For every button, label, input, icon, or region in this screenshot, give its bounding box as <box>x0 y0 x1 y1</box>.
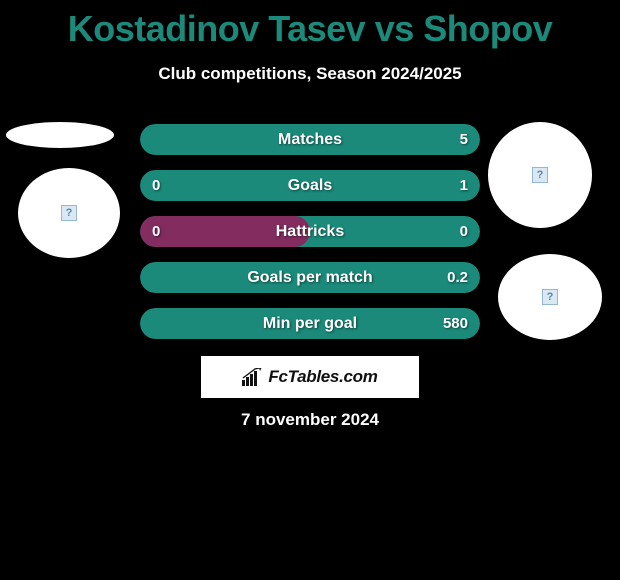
bar-right-value: 1 <box>460 177 468 194</box>
page-title: Kostadinov Tasev vs Shopov <box>0 0 620 50</box>
stat-bars: Matches 5 0 Goals 1 0 Hattricks 0 Goals per matc… <box>140 124 480 339</box>
bar-label: Hattricks <box>276 223 344 241</box>
stat-bar: 0 Hattricks 0 <box>140 216 480 247</box>
bar-right-value: 0.2 <box>447 269 468 286</box>
bar-right-value: 0 <box>460 223 468 240</box>
comparison-content: ? ? ? Matches 5 0 Goals 1 0 Hattricks 0 Goals pe… <box>0 114 620 454</box>
image-placeholder-icon: ? <box>61 205 77 221</box>
bar-left-value: 0 <box>152 177 160 194</box>
bar-label: Goals <box>288 177 332 195</box>
bar-label: Goals per match <box>247 269 372 287</box>
date-text: 7 november 2024 <box>0 410 620 430</box>
right-player-avatar-1: ? <box>488 122 592 228</box>
right-player-avatar-2: ? <box>498 254 602 340</box>
stat-bar: Matches 5 <box>140 124 480 155</box>
stat-bar: Min per goal 580 <box>140 308 480 339</box>
bar-label: Matches <box>278 131 342 149</box>
image-placeholder-icon: ? <box>532 167 548 183</box>
image-placeholder-icon: ? <box>542 289 558 305</box>
branding-box: FcTables.com <box>201 356 419 398</box>
brand-text: FcTables.com <box>268 367 377 387</box>
stat-bar: Goals per match 0.2 <box>140 262 480 293</box>
bar-label: Min per goal <box>263 315 357 333</box>
brand-chart-icon <box>242 368 264 386</box>
bar-right-value: 5 <box>460 131 468 148</box>
left-player-avatar: ? <box>18 168 120 258</box>
bar-right-value: 580 <box>443 315 468 332</box>
bar-left-value: 0 <box>152 223 160 240</box>
stat-bar: 0 Goals 1 <box>140 170 480 201</box>
page-subtitle: Club competitions, Season 2024/2025 <box>0 64 620 84</box>
left-ellipse-decor <box>6 122 114 148</box>
